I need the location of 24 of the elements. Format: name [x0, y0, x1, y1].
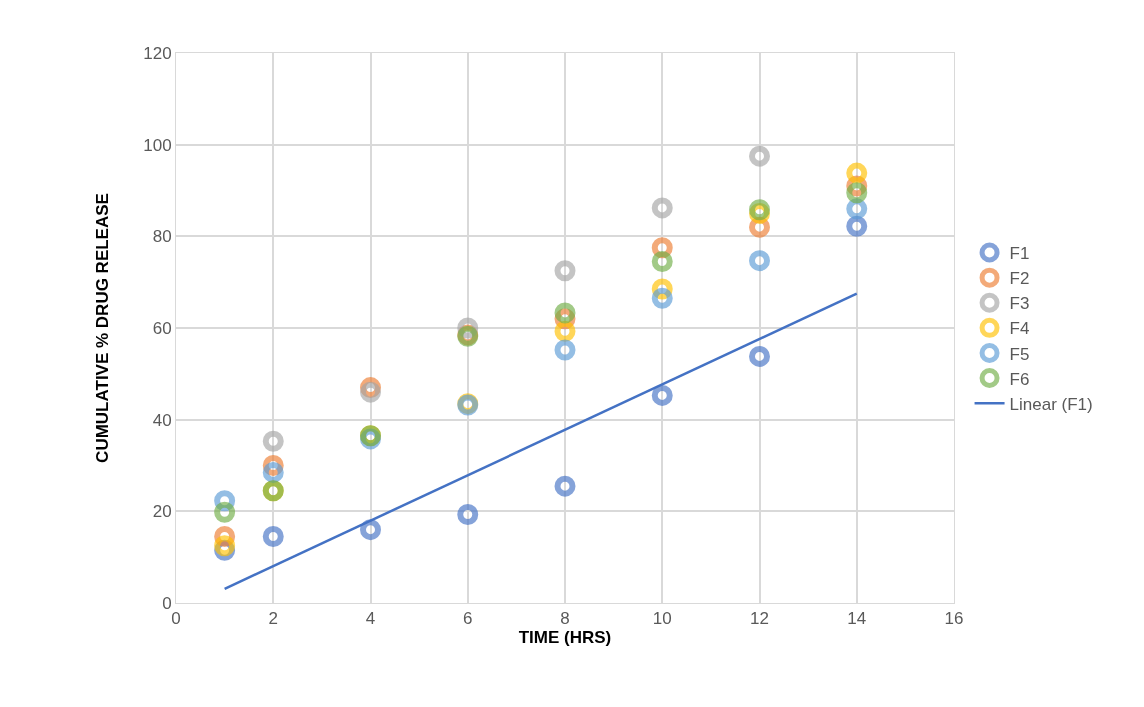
y-tick-label: 100 [143, 135, 172, 155]
x-tick-label: 14 [847, 609, 867, 629]
x-tick-label: 12 [750, 609, 769, 629]
x-tick-label: 8 [560, 609, 570, 629]
x-axis-title: TIME (HRS) [518, 628, 612, 648]
x-tick-label: 6 [463, 609, 473, 629]
y-tick-label: 120 [143, 43, 172, 63]
x-tick-label: 16 [944, 609, 964, 629]
legend-label: F2 [1009, 269, 1030, 289]
legend-label: F6 [1009, 369, 1030, 389]
y-tick-label: 60 [152, 318, 172, 338]
legend-label: F4 [1009, 319, 1030, 339]
legend-label: F3 [1009, 294, 1030, 314]
y-tick-label: 80 [152, 227, 172, 247]
legend-label: F1 [1009, 244, 1030, 264]
legend-label: F5 [1009, 344, 1030, 364]
x-tick-label: 10 [652, 609, 672, 629]
y-tick-label: 0 [162, 593, 172, 613]
y-tick-label: 40 [152, 410, 172, 430]
legend-label: Linear (F1) [1009, 394, 1093, 414]
y-axis-title: CUMULATIVE % DRUG RELEASE [92, 193, 112, 463]
x-tick-label: 4 [365, 609, 376, 629]
x-tick-label: 2 [268, 609, 278, 629]
y-tick-label: 20 [152, 502, 172, 522]
